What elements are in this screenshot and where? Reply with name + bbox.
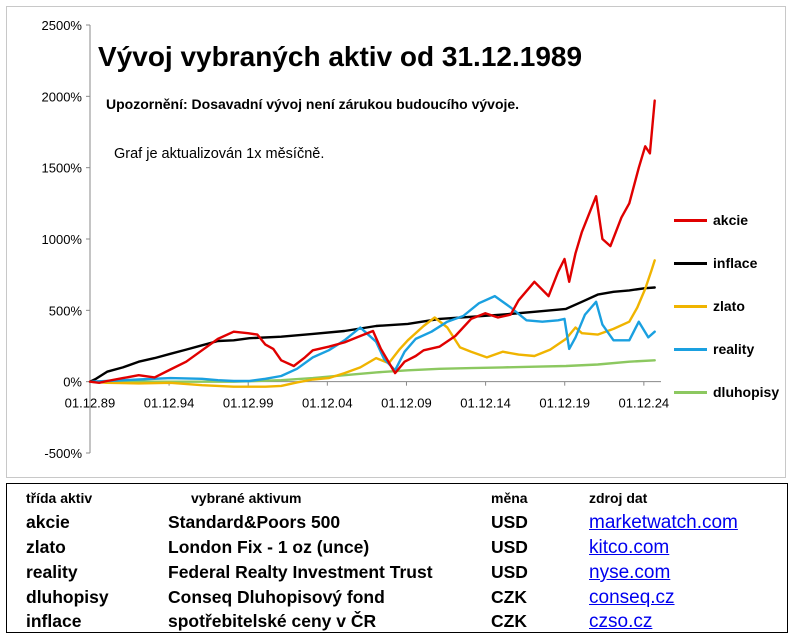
legend-swatch (674, 347, 707, 351)
asset-name: Standard&Poors 500 (168, 512, 341, 532)
y-tick-label: 500% (49, 303, 83, 318)
asset-class: inflace (26, 611, 82, 631)
legend-swatch (674, 261, 707, 265)
source-link[interactable]: marketwatch.com (589, 512, 738, 533)
asset-class: akcie (26, 512, 70, 532)
series-line-inflace (88, 286, 656, 383)
line-chart: -500% 0% 500% 1000% 1500% 2000% 2500% 01.12.89 0… (42, 18, 670, 461)
asset-table: třída aktiv vybrané aktivum měna zdroj d… (6, 483, 788, 633)
y-tick-label: 0% (63, 375, 82, 390)
series-line-dluhopisy (88, 359, 656, 383)
currency: CZK (491, 611, 527, 631)
x-tick-label: 01.12.99 (223, 396, 274, 411)
legend-item-dluhopisy: dluhopisy (674, 382, 779, 402)
legend-label: zlato (713, 298, 745, 314)
legend-item-inflace: inflace (674, 253, 757, 273)
column-header: třída aktiv (26, 490, 93, 506)
source-link[interactable]: czso.cz (589, 611, 653, 632)
asset-name: Federal Realty Investment Trust (168, 562, 433, 582)
legend-swatch (674, 390, 707, 394)
legend-label: akcie (713, 212, 749, 228)
chart-title: Vývoj vybraných aktiv od 31.12.1989 (98, 41, 583, 72)
asset-name: Conseq Dluhopisový fond (168, 587, 385, 607)
chart-warning: Upozornění: Dosavadní vývoj není zárukou… (106, 96, 520, 112)
source-link[interactable]: conseq.cz (589, 587, 675, 608)
source-link[interactable]: nyse.com (589, 562, 671, 583)
legend-item-akcie: akcie (674, 210, 748, 230)
y-tick-label: 2000% (42, 89, 83, 104)
column-header: vybrané aktivum (191, 490, 302, 506)
chart-frame: -500% 0% 500% 1000% 1500% 2000% 2500% 01.12.89 0… (6, 6, 786, 478)
column-header: měna (491, 490, 528, 506)
table-header-row: třída aktiv vybrané aktivum měna zdroj d… (7, 486, 787, 510)
series-line-reality (88, 294, 656, 383)
asset-class: reality (26, 562, 78, 582)
x-tick-label: 01.12.09 (381, 396, 432, 411)
x-tick-label: 01.12.04 (302, 396, 353, 411)
legend-swatch (674, 218, 707, 222)
x-tick-label: 01.12.24 (619, 396, 670, 411)
asset-name: spotřebitelské ceny v ČR (168, 611, 377, 631)
y-tick-label: 1500% (42, 161, 83, 176)
currency: USD (491, 562, 528, 582)
legend-item-reality: reality (674, 339, 754, 359)
asset-class: zlato (26, 537, 66, 557)
legend-item-zlato: zlato (674, 296, 745, 316)
x-tick-label: 01.12.19 (539, 396, 590, 411)
y-tick-label: 2500% (42, 18, 83, 33)
legend-label: inflace (713, 255, 758, 271)
x-tick-label: 01.12.14 (460, 396, 511, 411)
chart-update-note: Graf je aktualizován 1x měsíčně. (114, 146, 325, 162)
series-line-zlato (88, 259, 656, 388)
series-line-akcie (88, 99, 656, 384)
column-header: zdroj dat (589, 490, 648, 506)
x-tick-label: 01.12.89 (65, 396, 116, 411)
legend-label: dluhopisy (713, 384, 780, 400)
currency: CZK (491, 587, 527, 607)
y-tick-label: 1000% (42, 232, 83, 247)
y-tick-label: -500% (44, 446, 82, 461)
asset-class: dluhopisy (26, 587, 109, 607)
x-tick-label: 01.12.94 (144, 396, 195, 411)
legend-label: reality (713, 341, 755, 357)
currency: USD (491, 512, 528, 532)
legend-swatch (674, 304, 707, 308)
currency: USD (491, 537, 528, 557)
asset-name: London Fix - 1 oz (unce) (168, 537, 370, 557)
source-link[interactable]: kitco.com (589, 537, 670, 558)
